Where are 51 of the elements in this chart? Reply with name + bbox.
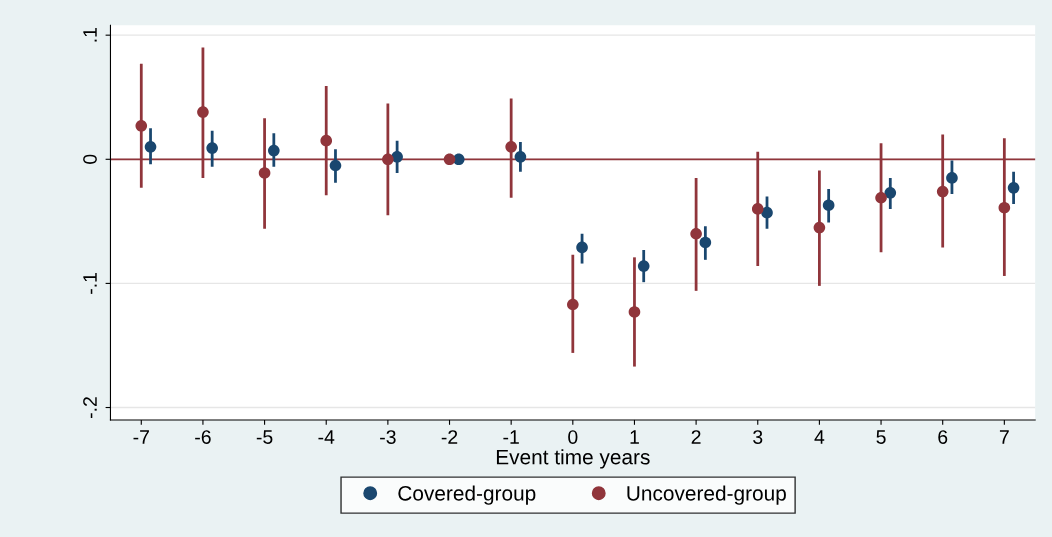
- y-tick-label: .1: [83, 28, 97, 42]
- x-tick-label: -6: [195, 430, 211, 444]
- x-tick-label: 1: [630, 430, 639, 444]
- point: [567, 298, 579, 311]
- point: [514, 150, 527, 163]
- point: [576, 241, 588, 254]
- x-tick-label: 6: [938, 430, 948, 444]
- point: [197, 106, 209, 118]
- x-tick-label: -2: [441, 430, 458, 444]
- point: [936, 185, 949, 198]
- point: [751, 203, 764, 215]
- point: [320, 134, 333, 147]
- legend-label: Uncovered-group: [627, 485, 786, 505]
- point: [822, 199, 835, 212]
- x-tick-label: 2: [691, 430, 701, 444]
- x-tick-label: -7: [133, 430, 149, 444]
- point: [998, 201, 1011, 214]
- point: [1007, 182, 1020, 194]
- x-axis-title: Event time years: [496, 449, 650, 469]
- point: [206, 142, 218, 154]
- point: [268, 144, 280, 157]
- x-tick-label: 3: [753, 430, 763, 444]
- legend-label: Covered-group: [398, 485, 536, 505]
- x-tick-label: -1: [503, 430, 519, 444]
- point: [946, 172, 958, 184]
- x-tick-label: 0: [568, 430, 578, 444]
- point: [690, 227, 702, 240]
- point: [699, 236, 712, 249]
- point: [258, 167, 271, 179]
- point: [875, 191, 887, 204]
- point: [761, 206, 773, 219]
- x-tick-label: 5: [876, 430, 886, 444]
- point: [813, 221, 826, 234]
- point: [505, 141, 517, 153]
- x-tick-label: 4: [814, 430, 825, 444]
- x-tick-label: -4: [318, 430, 335, 444]
- point: [382, 153, 394, 166]
- y-tick-label: 0: [83, 154, 97, 164]
- point: [443, 153, 456, 166]
- x-tick-label: -3: [380, 430, 396, 444]
- point: [329, 159, 342, 172]
- x-tick-label: -5: [256, 430, 273, 444]
- x-tick-label: 7: [999, 430, 1009, 444]
- point: [637, 260, 650, 272]
- y-tick-label: -.1: [83, 273, 97, 294]
- point: [391, 150, 403, 163]
- point: [135, 119, 148, 132]
- point: [144, 141, 157, 153]
- point: [884, 186, 897, 199]
- y-tick-label: -.2: [83, 397, 97, 418]
- point: [628, 306, 641, 318]
